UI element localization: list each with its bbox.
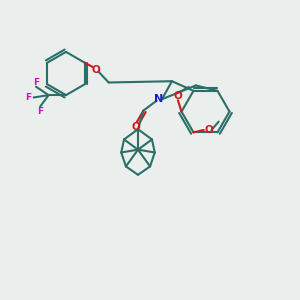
Text: F: F [33,78,39,87]
Text: N: N [154,94,163,104]
Text: O: O [132,122,141,132]
Text: F: F [37,106,43,116]
Text: O: O [173,91,182,101]
Text: F: F [25,93,31,102]
Text: O: O [204,125,213,135]
Text: O: O [92,65,100,75]
